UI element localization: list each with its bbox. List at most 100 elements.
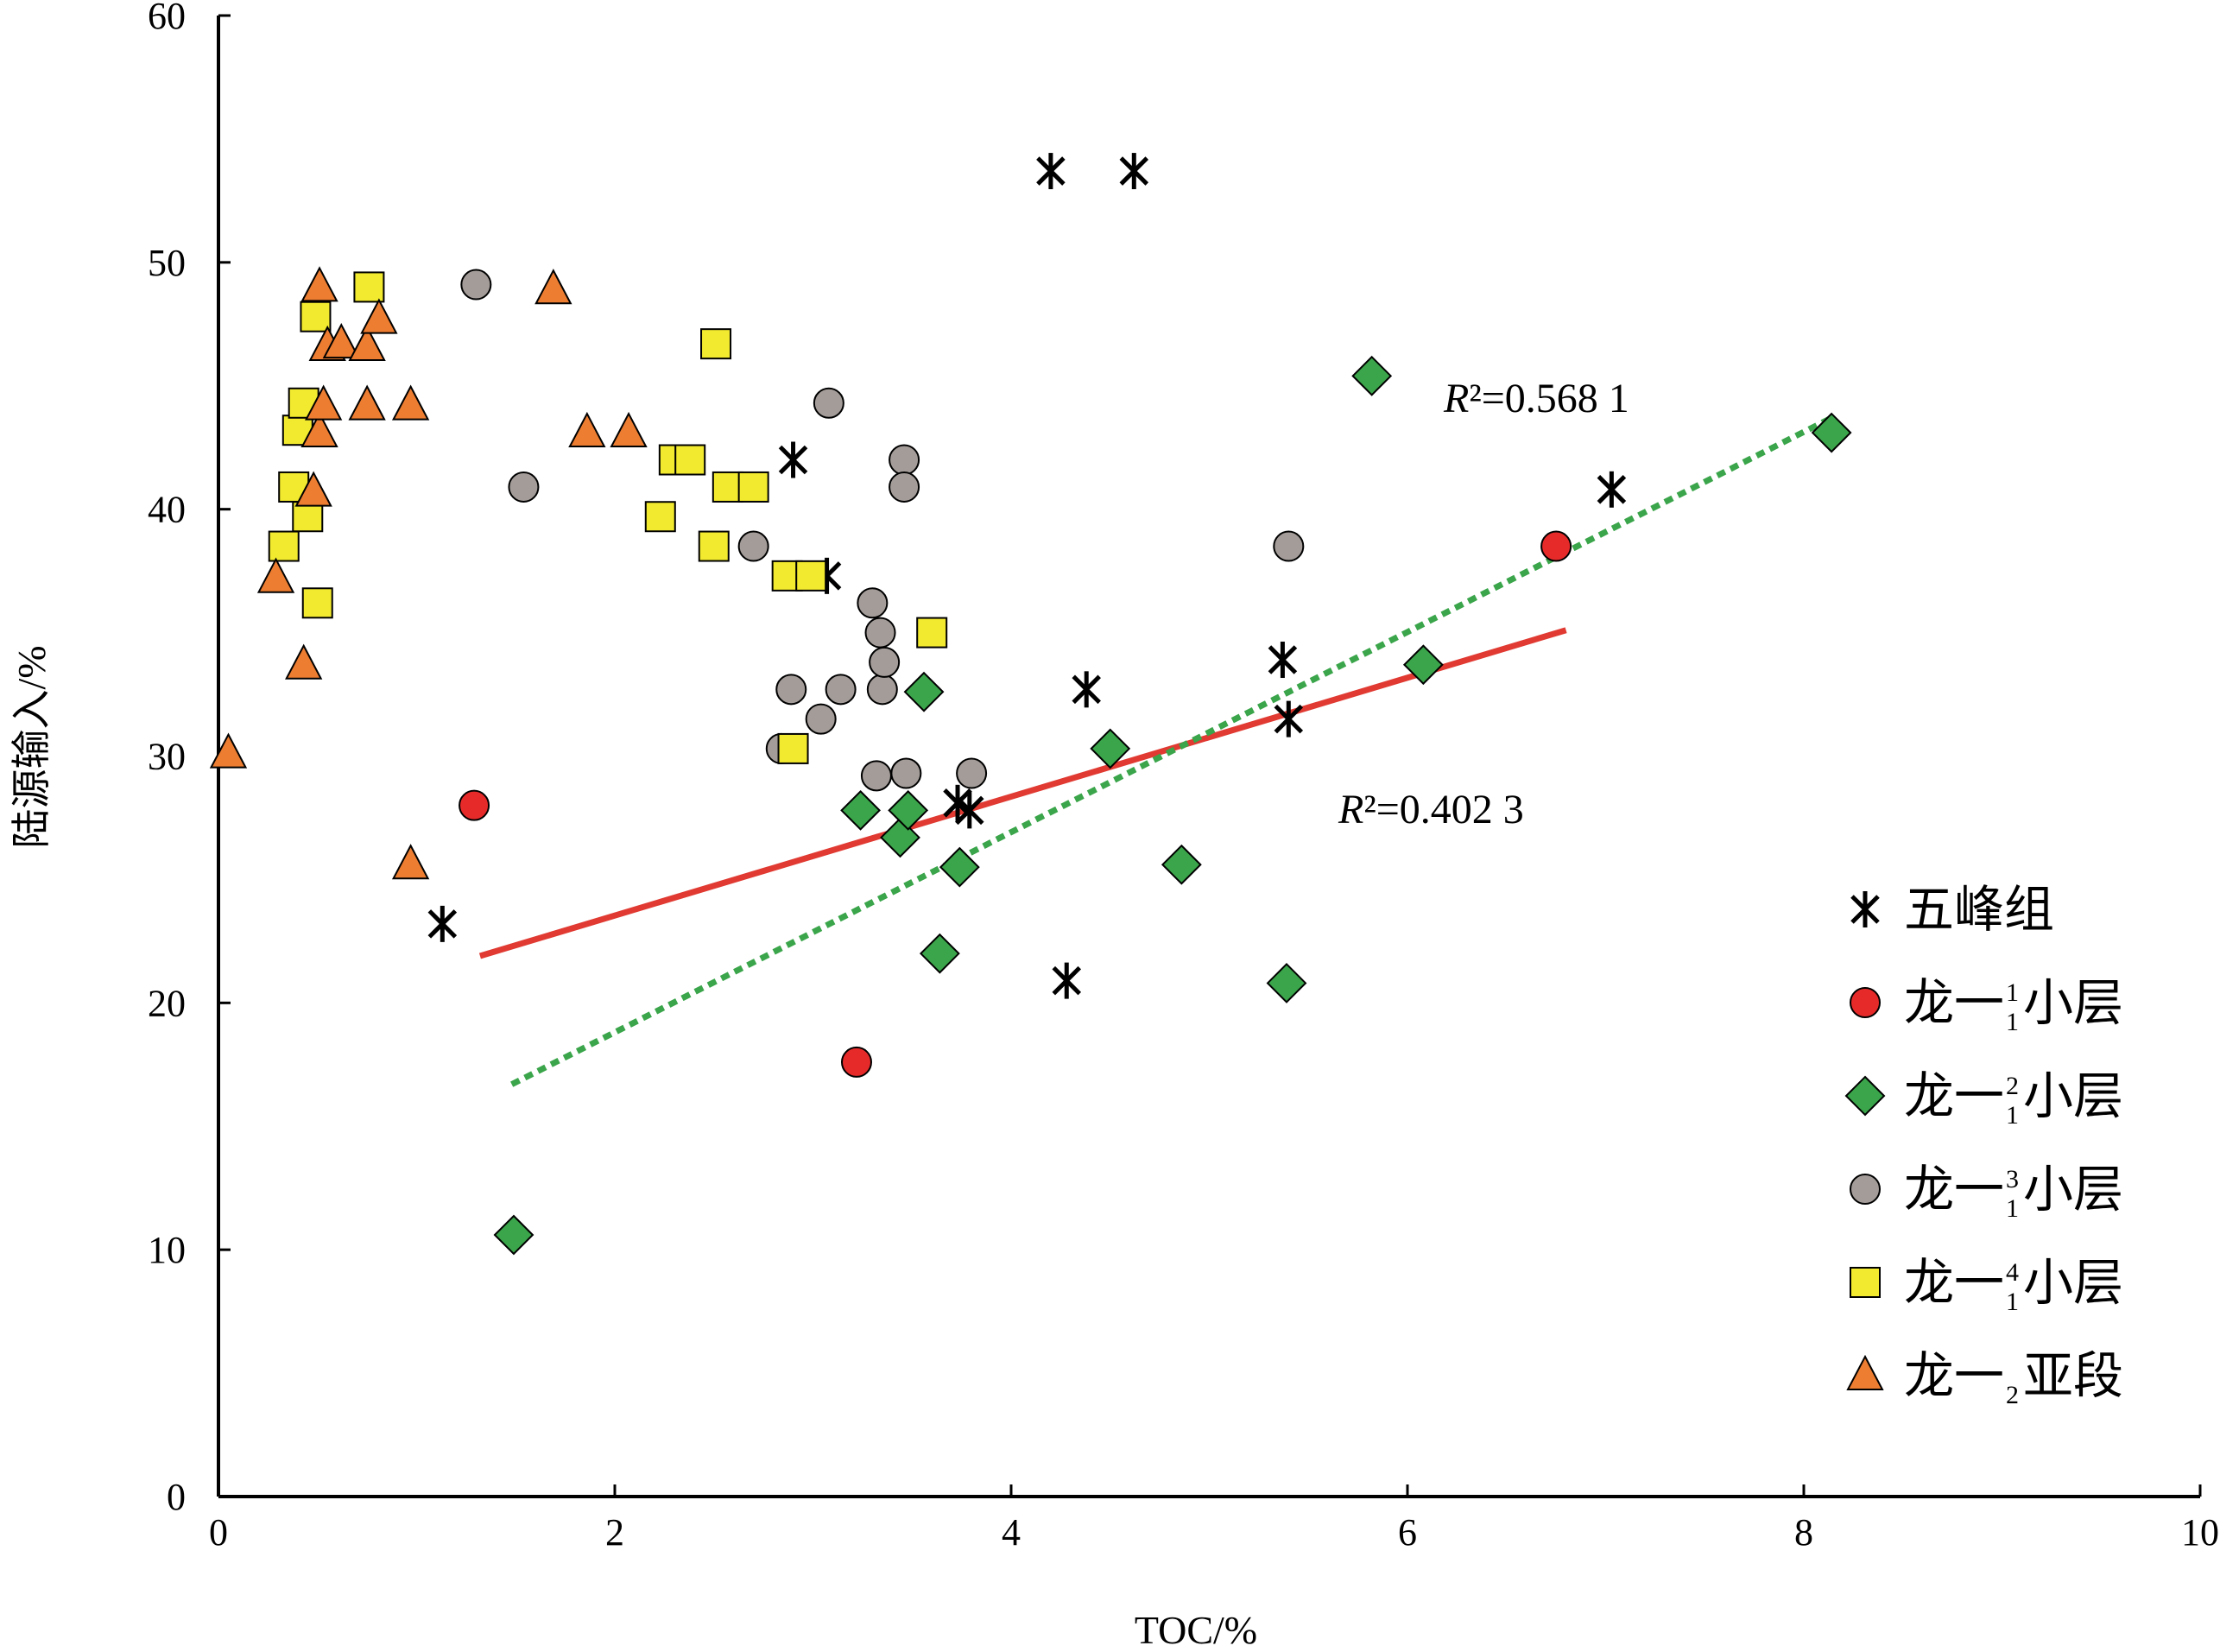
series-3: [493, 355, 1852, 1256]
data-point: [700, 328, 732, 360]
data-point: [864, 617, 896, 649]
legend-label-sub: 1: [2006, 1101, 2019, 1130]
data-point: [1811, 412, 1852, 453]
legend-label: 龙一3 1小层: [1904, 1161, 2123, 1223]
x-tick-label: 2: [605, 1511, 624, 1554]
data-point: [1052, 962, 1082, 999]
legend-label-name: 龙一: [1904, 1161, 2004, 1218]
legend-label-name: 龙一: [1904, 975, 2004, 1031]
r2-upper-value: ²=0.568 1: [1469, 376, 1629, 421]
data-point: [890, 757, 922, 789]
data-point: [795, 560, 827, 592]
data-point: [1273, 530, 1305, 562]
data-point: [840, 1046, 872, 1078]
data-point: [493, 1214, 534, 1256]
data-point: [813, 387, 844, 419]
data-point: [698, 530, 730, 562]
data-point: [889, 444, 920, 476]
data-point: [857, 587, 889, 619]
legend-marker: [1846, 1354, 1884, 1390]
legend-label-sup: 3: [2006, 1165, 2019, 1193]
axis-ticks: 0 2 4 6 8 10 0 10 20 30 40 50 60: [148, 0, 2219, 1554]
data-point: [825, 674, 857, 706]
data-point: [919, 933, 960, 974]
data-point: [300, 266, 338, 302]
data-point: [1266, 963, 1307, 1003]
x-tick-label: 4: [1002, 1511, 1021, 1554]
data-point: [391, 384, 430, 421]
legend-label-sub: 2: [2006, 1381, 2019, 1409]
data-point: [737, 471, 769, 503]
data-point: [1119, 153, 1149, 190]
data-point: [610, 411, 648, 448]
y-tick-label: 20: [148, 982, 186, 1024]
legend-marker: [1850, 891, 1880, 927]
legend-label-sub: 1: [2006, 1288, 2019, 1316]
data-point: [301, 587, 333, 619]
trendline-1: [478, 627, 1567, 959]
y-tick-label: 30: [148, 736, 186, 778]
series-2: [459, 530, 1572, 1078]
x-axis-title: TOC/%: [1135, 1608, 1257, 1652]
legend-marker: [1844, 1075, 1886, 1117]
r2-upper-label: R²=0.568 1: [1443, 376, 1629, 421]
r2-lower-label: R²=0.402 3: [1338, 787, 1524, 832]
data-point: [285, 643, 323, 680]
legend-marker: [1850, 987, 1881, 1018]
legend-label-tail: 小层: [2023, 1068, 2123, 1124]
data-point: [391, 844, 430, 880]
legend-label-sup: 1: [2006, 978, 2019, 1007]
data-point: [916, 617, 948, 649]
data-point: [300, 411, 338, 448]
data-points: [209, 153, 1852, 1256]
legend-label: 龙一1 1小层: [1904, 975, 2123, 1036]
x-tick-label: 8: [1794, 1511, 1813, 1554]
data-point: [348, 325, 386, 362]
data-point: [427, 905, 458, 942]
legend-label-tail: 亚段: [2023, 1348, 2123, 1404]
data-point: [778, 441, 808, 478]
series-1: [427, 153, 1627, 999]
r2-upper-letter: R: [1443, 376, 1469, 421]
data-point: [1268, 642, 1298, 679]
data-point: [903, 671, 945, 712]
r2-lower-letter: R: [1338, 787, 1363, 832]
data-point: [956, 757, 988, 789]
legend-label-sub: 1: [2006, 1008, 2019, 1036]
legend-label-tail: 小层: [2023, 1255, 2123, 1311]
data-point: [674, 444, 706, 476]
data-point: [1351, 355, 1393, 396]
series-6: [209, 266, 648, 880]
data-point: [360, 298, 398, 334]
y-tick-label: 10: [148, 1229, 186, 1271]
data-point: [568, 411, 606, 448]
legend-marker: [1850, 1174, 1881, 1205]
y-tick-label: 60: [148, 0, 186, 37]
data-point: [888, 789, 929, 831]
data-point: [1540, 530, 1572, 562]
data-point: [737, 530, 769, 562]
legend-label-name: 龙一: [1904, 1255, 2004, 1311]
data-point: [775, 674, 807, 706]
legend-label-name: 龙一: [1904, 1348, 2004, 1404]
data-point: [322, 323, 360, 359]
x-tick-label: 0: [209, 1511, 228, 1554]
data-point: [1274, 700, 1304, 737]
data-point: [268, 530, 300, 562]
y-tick-label: 50: [148, 242, 186, 284]
data-point: [1036, 153, 1066, 190]
legend-label-name: 五峰组: [1904, 882, 2054, 938]
data-point: [353, 271, 385, 303]
data-point: [459, 789, 490, 821]
x-tick-label: 10: [2181, 1511, 2219, 1554]
data-point: [869, 646, 901, 678]
data-point: [300, 301, 332, 332]
data-point: [294, 471, 332, 507]
data-point: [348, 384, 386, 421]
data-point: [460, 269, 492, 301]
data-point: [209, 732, 248, 769]
data-point: [534, 269, 572, 305]
x-tick-label: 6: [1398, 1511, 1417, 1554]
